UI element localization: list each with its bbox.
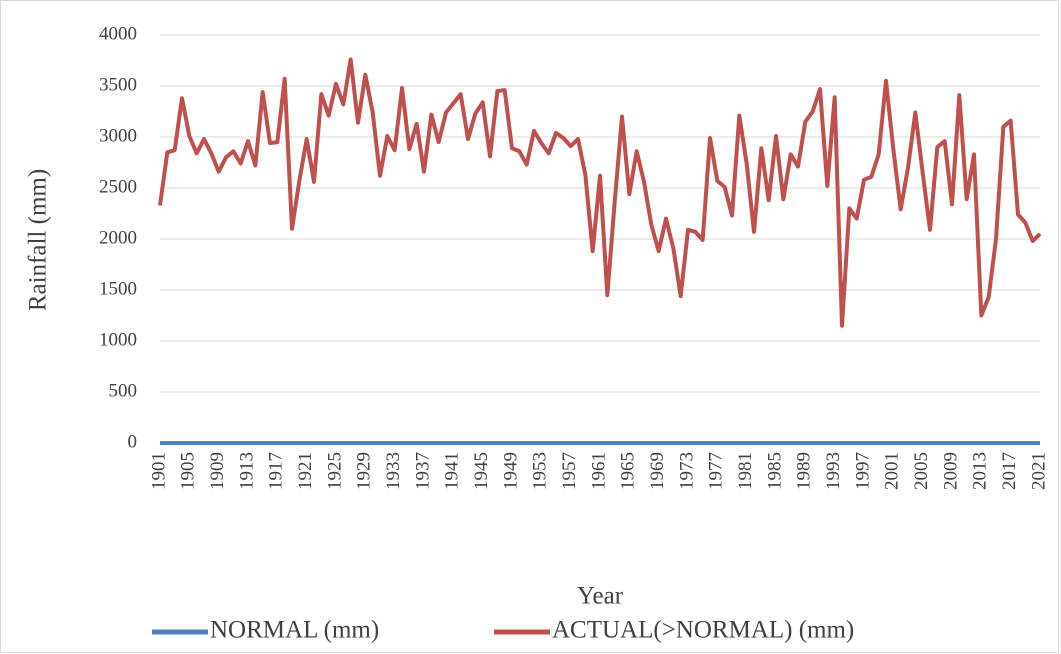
series-line bbox=[158, 57, 1042, 328]
x-tick-label: 1929 bbox=[354, 452, 375, 490]
x-tick-label: 1961 bbox=[588, 452, 609, 490]
x-tick-label: 2005 bbox=[911, 452, 932, 490]
x-tick-label: 1921 bbox=[295, 452, 316, 490]
y-tick-label: 3500 bbox=[99, 74, 137, 95]
y-tick-label: 3000 bbox=[99, 125, 137, 146]
x-tick-label: 1993 bbox=[823, 452, 844, 490]
x-tick-label: 1917 bbox=[266, 452, 287, 490]
x-tick-label: 1969 bbox=[647, 452, 668, 490]
legend-label: NORMAL (mm) bbox=[210, 617, 379, 644]
x-tick-label: 1981 bbox=[735, 452, 756, 490]
x-tick-label: 1909 bbox=[207, 452, 228, 490]
y-tick-label: 2000 bbox=[99, 227, 137, 248]
legend-label: ACTUAL(>NORMAL) (mm) bbox=[552, 617, 854, 644]
x-tick-label: 2013 bbox=[970, 452, 991, 490]
y-tick-label: 1000 bbox=[99, 329, 137, 350]
x-tick-label: 2009 bbox=[940, 452, 961, 490]
x-tick-label: 1949 bbox=[500, 452, 521, 490]
x-tick-label: 1905 bbox=[178, 452, 199, 490]
y-tick-label: 500 bbox=[109, 380, 138, 401]
y-tick-label: 2500 bbox=[99, 176, 137, 197]
x-tick-label: 1965 bbox=[618, 452, 639, 490]
x-tick-label: 1989 bbox=[794, 452, 815, 490]
x-tick-label: 1937 bbox=[412, 452, 433, 490]
x-axis-title: Year bbox=[577, 583, 624, 610]
x-tick-label: 1901 bbox=[148, 452, 169, 490]
x-tick-label: 1953 bbox=[530, 452, 551, 490]
x-tick-label: 1913 bbox=[236, 452, 257, 490]
x-tick-label: 1925 bbox=[324, 452, 345, 490]
x-tick-label: 1941 bbox=[442, 452, 463, 490]
x-tick-label: 1933 bbox=[383, 452, 404, 490]
x-tick-label: 2021 bbox=[1028, 452, 1049, 490]
x-tick-label: 1957 bbox=[559, 452, 580, 490]
y-axis-title: Rainfall (mm) bbox=[25, 169, 52, 311]
x-tick-label: 1945 bbox=[471, 452, 492, 490]
y-tick-label: 1500 bbox=[99, 278, 137, 299]
x-tick-label: 1985 bbox=[764, 452, 785, 490]
x-tick-label: 1977 bbox=[706, 452, 727, 490]
x-tick-label: 2001 bbox=[882, 452, 903, 490]
x-tick-label: 2017 bbox=[999, 452, 1020, 490]
y-tick-label: 0 bbox=[128, 431, 138, 452]
x-tick-label: 1973 bbox=[676, 452, 697, 490]
y-tick-label: 4000 bbox=[99, 23, 137, 44]
x-tick-label: 1997 bbox=[852, 452, 873, 490]
